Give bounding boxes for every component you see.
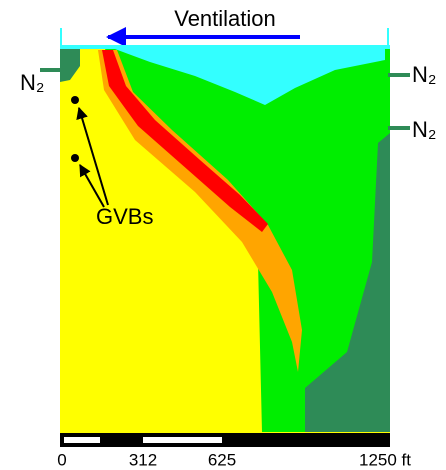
scale-label: 1250 ft xyxy=(359,450,411,469)
gas-label: N₂ xyxy=(412,117,436,142)
gas-label: N₂ xyxy=(20,70,44,95)
gvbs-label: GVBs xyxy=(96,204,153,229)
page: {"title": "Ventilation", "labels": {"lef… xyxy=(0,0,446,470)
gvb-point xyxy=(71,154,79,162)
scale-label: 312 xyxy=(129,450,157,469)
contour-map xyxy=(60,45,390,433)
gvb-point xyxy=(71,96,79,104)
scale-segment xyxy=(64,437,100,443)
title: Ventilation xyxy=(174,6,276,31)
diagram: Ventilation N₂ N₂ N₂ GVBs 0 312 625 1250… xyxy=(0,0,446,470)
scale-label: 0 xyxy=(57,450,66,469)
scale-segment xyxy=(143,437,222,443)
scale-bar xyxy=(60,433,390,447)
top-boundary xyxy=(60,45,390,49)
scale-label: 625 xyxy=(208,450,236,469)
gas-label: N₂ xyxy=(412,62,436,87)
